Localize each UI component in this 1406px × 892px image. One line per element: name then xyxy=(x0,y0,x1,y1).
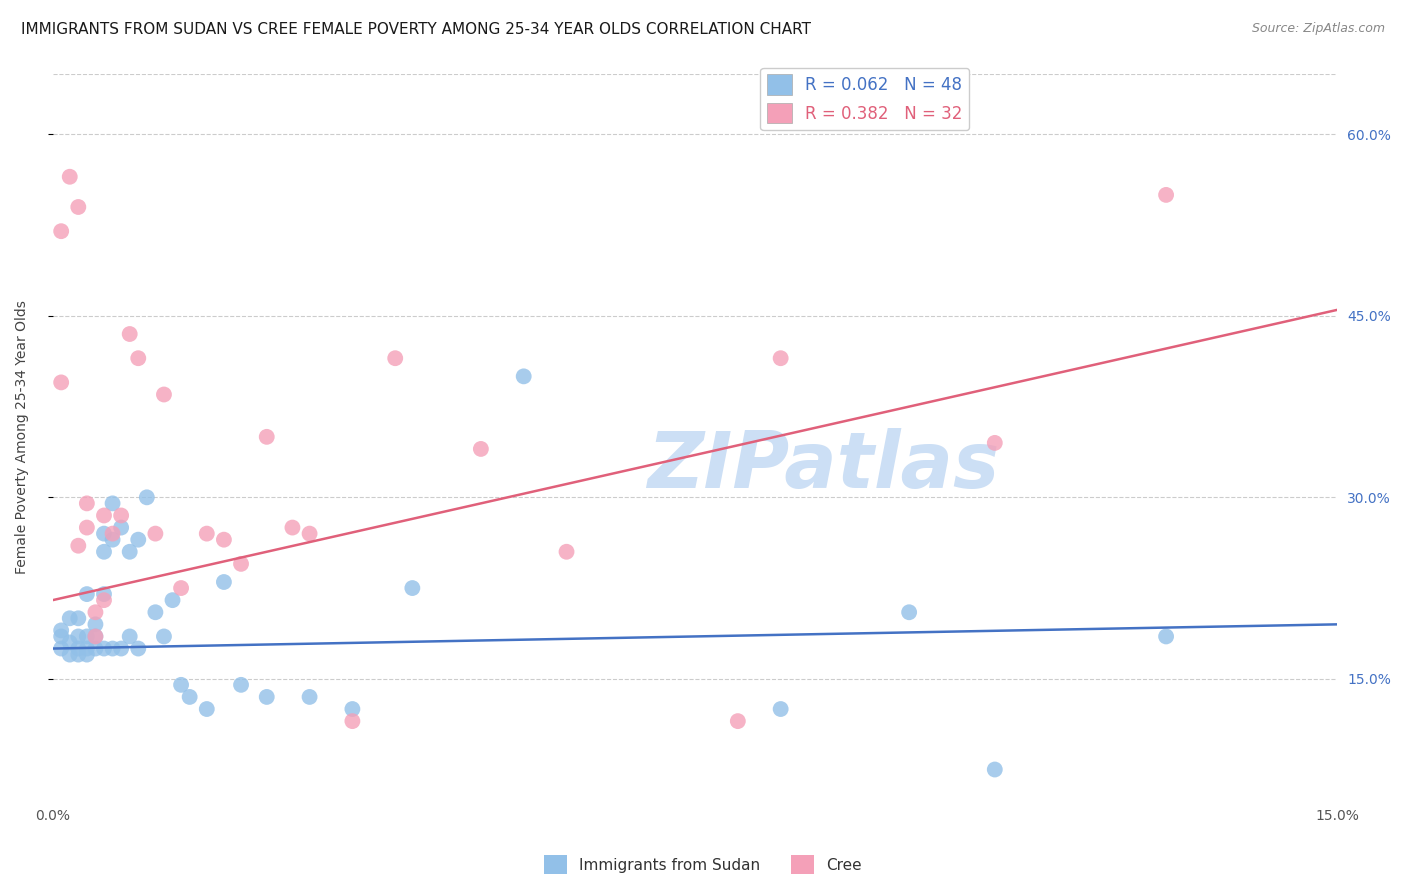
Point xyxy=(59,611,82,625)
Point xyxy=(769,702,792,716)
Point xyxy=(512,369,534,384)
Legend: R = 0.062   N = 48, R = 0.382   N = 32: R = 0.062 N = 48, R = 0.382 N = 32 xyxy=(761,68,969,130)
Point xyxy=(212,574,235,589)
Point xyxy=(229,678,252,692)
Point xyxy=(110,520,132,534)
Point xyxy=(727,714,749,728)
Point xyxy=(342,702,364,716)
Point xyxy=(769,351,792,366)
Point xyxy=(84,605,107,619)
Point xyxy=(101,533,124,547)
Point xyxy=(135,491,157,505)
Point xyxy=(76,641,98,656)
Point xyxy=(59,169,82,184)
Point xyxy=(93,526,115,541)
Point xyxy=(110,508,132,523)
Point xyxy=(93,593,115,607)
Point xyxy=(195,702,218,716)
Point xyxy=(898,605,921,619)
Point xyxy=(101,496,124,510)
Text: IMMIGRANTS FROM SUDAN VS CREE FEMALE POVERTY AMONG 25-34 YEAR OLDS CORRELATION C: IMMIGRANTS FROM SUDAN VS CREE FEMALE POV… xyxy=(21,22,811,37)
Point xyxy=(118,630,141,644)
Point xyxy=(67,611,90,625)
Point xyxy=(67,539,90,553)
Point xyxy=(281,520,304,534)
Point xyxy=(384,351,406,366)
Point xyxy=(212,533,235,547)
Point xyxy=(127,641,149,656)
Point xyxy=(51,641,73,656)
Point xyxy=(76,648,98,662)
Point xyxy=(153,630,176,644)
Point xyxy=(153,387,176,401)
Point xyxy=(470,442,492,456)
Point xyxy=(170,678,193,692)
Point xyxy=(118,326,141,341)
Point xyxy=(76,630,98,644)
Point xyxy=(298,526,321,541)
Point xyxy=(145,605,167,619)
Point xyxy=(76,520,98,534)
Point xyxy=(51,630,73,644)
Point xyxy=(67,630,90,644)
Point xyxy=(127,533,149,547)
Point xyxy=(59,635,82,649)
Point xyxy=(110,641,132,656)
Point xyxy=(195,526,218,541)
Point xyxy=(984,763,1007,777)
Point xyxy=(84,617,107,632)
Point xyxy=(256,690,278,704)
Point xyxy=(51,376,73,390)
Point xyxy=(76,587,98,601)
Point xyxy=(67,648,90,662)
Point xyxy=(555,545,578,559)
Point xyxy=(984,436,1007,450)
Point xyxy=(162,593,184,607)
Point xyxy=(93,587,115,601)
Point xyxy=(84,630,107,644)
Point xyxy=(101,526,124,541)
Point xyxy=(145,526,167,541)
Point xyxy=(84,630,107,644)
Point xyxy=(51,224,73,238)
Point xyxy=(342,714,364,728)
Point xyxy=(93,545,115,559)
Legend: Immigrants from Sudan, Cree: Immigrants from Sudan, Cree xyxy=(538,849,868,880)
Point xyxy=(101,641,124,656)
Point xyxy=(1154,630,1177,644)
Point xyxy=(51,624,73,638)
Point xyxy=(256,430,278,444)
Y-axis label: Female Poverty Among 25-34 Year Olds: Female Poverty Among 25-34 Year Olds xyxy=(15,300,30,574)
Point xyxy=(298,690,321,704)
Point xyxy=(401,581,423,595)
Point xyxy=(229,557,252,571)
Point xyxy=(1154,187,1177,202)
Text: Source: ZipAtlas.com: Source: ZipAtlas.com xyxy=(1251,22,1385,36)
Point xyxy=(170,581,193,595)
Point xyxy=(93,508,115,523)
Point xyxy=(59,648,82,662)
Point xyxy=(67,641,90,656)
Point xyxy=(67,200,90,214)
Point xyxy=(93,641,115,656)
Point xyxy=(76,496,98,510)
Point xyxy=(179,690,201,704)
Text: ZIPatlas: ZIPatlas xyxy=(647,428,1000,504)
Point xyxy=(84,641,107,656)
Point xyxy=(127,351,149,366)
Point xyxy=(118,545,141,559)
